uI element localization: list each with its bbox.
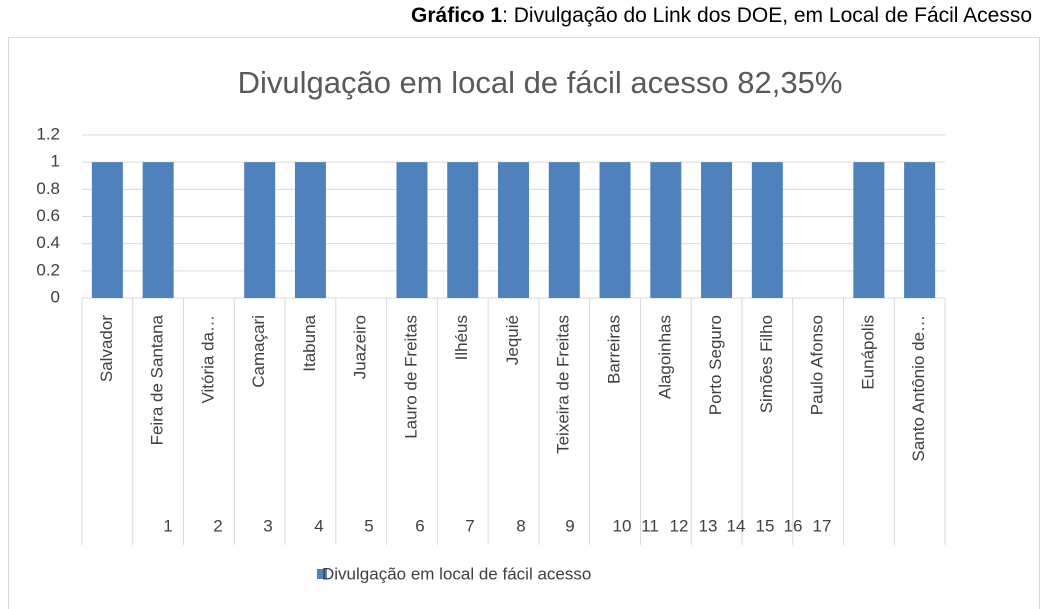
chart-frame: [8, 37, 1040, 609]
category-number: 16: [784, 516, 803, 535]
x-tick-label: Barreiras: [605, 315, 624, 384]
category-number: 9: [565, 516, 574, 535]
x-tick-label: Camaçari: [249, 315, 268, 388]
category-number: 13: [699, 516, 718, 535]
y-tick-label: 0.8: [36, 179, 60, 198]
category-number: 5: [364, 516, 373, 535]
category-number: 3: [263, 516, 272, 535]
bar: [294, 162, 326, 298]
y-tick-label: 0.2: [36, 260, 60, 279]
bar: [701, 162, 733, 298]
x-tick-label: Jequié: [503, 315, 522, 365]
bar: [91, 162, 123, 298]
bar: [548, 162, 580, 298]
category-number: 11: [641, 516, 659, 535]
caption-text: : Divulgação do Link dos DOE, em Local d…: [502, 4, 1032, 27]
bar: [447, 162, 479, 298]
x-tick-label: Lauro de Freitas: [401, 315, 420, 439]
category-number: 17: [813, 516, 832, 535]
legend-label: Divulgação em local de fácil acesso: [322, 564, 591, 583]
bar: [853, 162, 885, 298]
x-tick-label: Porto Seguro: [706, 315, 725, 415]
category-number: 2: [213, 516, 222, 535]
x-tick-label: Simões Filho: [757, 315, 776, 413]
category-number: 15: [756, 516, 775, 535]
x-tick-label: Vitória da…: [198, 315, 217, 404]
y-tick-label: 0.4: [36, 233, 60, 252]
x-tick-label: Eunápolis: [858, 315, 877, 390]
y-tick-label: 0: [51, 287, 60, 306]
y-tick-label: 1: [51, 152, 60, 171]
category-number: 6: [415, 516, 424, 535]
x-tick-label: Ilhéus: [452, 315, 471, 360]
category-number: 4: [314, 516, 323, 535]
bar: [396, 162, 428, 298]
category-number: 12: [670, 516, 689, 535]
category-number: 10: [613, 516, 632, 535]
x-tick-label: Salvador: [97, 315, 116, 382]
x-tick-label: Juazeiro: [351, 315, 370, 379]
x-tick-label: Paulo Afonso: [808, 315, 827, 415]
x-tick-label: Teixeira de Freitas: [554, 315, 573, 454]
chart-title: Divulgação em local de fácil acesso 82,3…: [238, 65, 843, 100]
caption: Gráfico 1: Divulgação do Link dos DOE, e…: [411, 4, 1032, 27]
caption-label: Gráfico 1: [411, 4, 502, 27]
category-number: 8: [516, 516, 525, 535]
category-number: 14: [727, 516, 746, 535]
y-tick-label: 0.6: [36, 206, 60, 225]
bar: [244, 162, 276, 298]
bar: [599, 162, 631, 298]
legend-swatch: [317, 569, 327, 579]
bar: [650, 162, 682, 298]
bar: [498, 162, 529, 298]
bar: [142, 162, 174, 298]
bar: [904, 162, 936, 298]
x-tick-label: Santo Antônio de…: [909, 315, 928, 462]
category-number: 1: [163, 516, 172, 535]
y-tick-label: 1.2: [36, 124, 60, 143]
x-tick-label: Alagoinhas: [655, 315, 674, 399]
x-tick-label: Feira de Santana: [148, 314, 167, 445]
bar: [751, 162, 783, 298]
category-number: 7: [465, 516, 474, 535]
x-tick-label: Itabuna: [300, 314, 319, 371]
